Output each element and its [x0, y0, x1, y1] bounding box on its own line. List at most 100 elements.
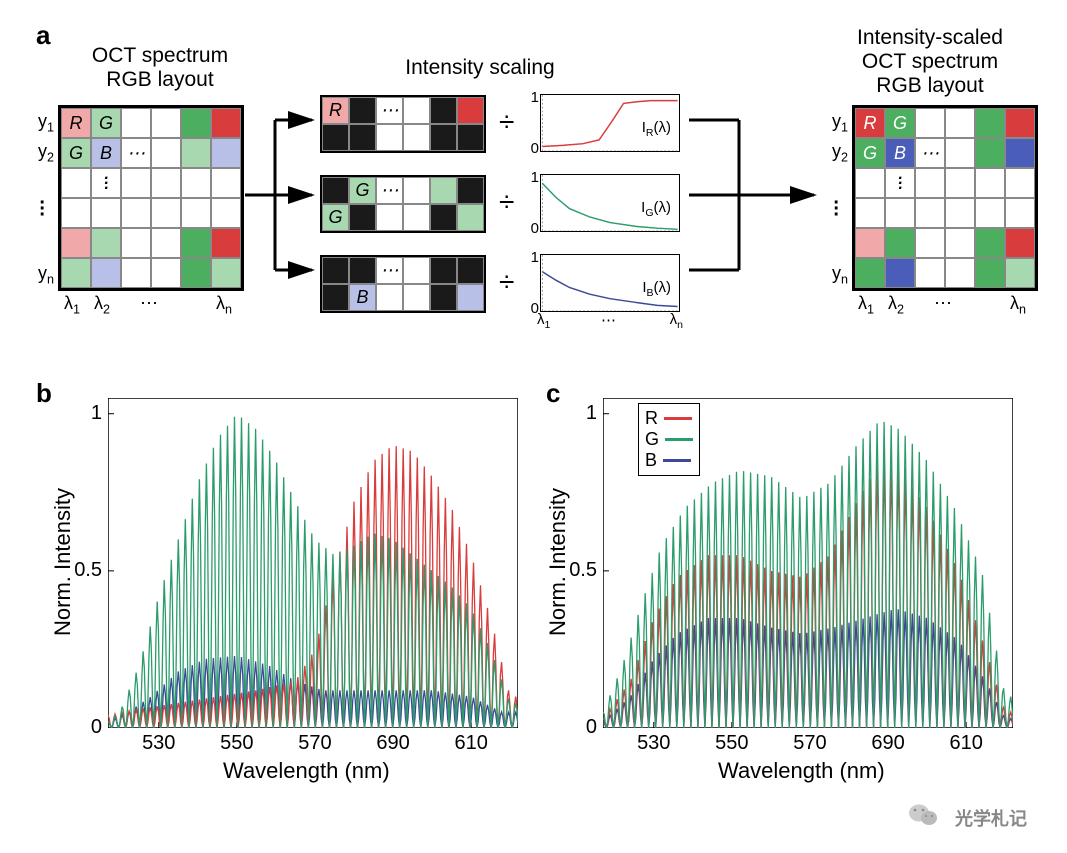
- xtick: 610: [944, 732, 988, 755]
- xtick: 550: [215, 732, 259, 755]
- grid-cell: ⋯: [376, 177, 403, 204]
- grid-cell: ⋯: [915, 138, 945, 168]
- grid-cell: [91, 228, 121, 258]
- grid-cell: [885, 258, 915, 288]
- grid-cell: [322, 124, 349, 151]
- grid-cell: [945, 228, 975, 258]
- xtick: 530: [632, 732, 676, 755]
- grid-cell: [121, 108, 151, 138]
- panel-a-label: a: [36, 20, 50, 51]
- divide-g: ÷: [499, 186, 514, 218]
- ytick: 1: [559, 402, 597, 425]
- grid-cell: [945, 138, 975, 168]
- grid-cell: [211, 108, 241, 138]
- grid-cell: [121, 168, 151, 198]
- grid-cell: [430, 284, 457, 311]
- grid-cell: [975, 108, 1005, 138]
- l1-label-r: λ1: [858, 293, 874, 317]
- legend-row: G: [645, 429, 693, 450]
- grid-cell: [945, 108, 975, 138]
- grid-cell: [975, 258, 1005, 288]
- grid-cell: [430, 124, 457, 151]
- grid-cell: [181, 168, 211, 198]
- arrow-split: [240, 90, 320, 310]
- mini-ytick-0g: 0: [531, 220, 539, 237]
- xtick: 690: [866, 732, 910, 755]
- watermark-text: 光学札记: [955, 805, 1027, 831]
- grid-cell: [121, 258, 151, 288]
- grid-cell: [1005, 168, 1035, 198]
- legend-row: B: [645, 450, 693, 471]
- l-hdots: ⋯: [140, 293, 158, 314]
- grid-cell: [61, 198, 91, 228]
- grid-cell: [376, 124, 403, 151]
- ig-label: IG(λ): [641, 199, 671, 219]
- grid-cell: [457, 177, 484, 204]
- grid-cell: [211, 258, 241, 288]
- grid-cell: ⋯: [121, 138, 151, 168]
- left-rgb-grid: RGGB⋯··· y1 y2 ··· yn λ1 λ2 ⋯ λn: [58, 105, 244, 291]
- grid-cell: [915, 108, 945, 138]
- grid-cell: [975, 168, 1005, 198]
- grid-cell: [349, 97, 376, 124]
- grid-cell: G: [61, 138, 91, 168]
- grid-cell: [403, 177, 430, 204]
- arrow-merge: [684, 90, 824, 310]
- grid-cell: [403, 97, 430, 124]
- grid-cell: [457, 97, 484, 124]
- grid-cell: [457, 257, 484, 284]
- mini-ytick-1b: 1: [531, 249, 539, 266]
- right-rgb-grid: RGGB⋯··· y1 y2 ··· yn λ1 λ2 ⋯ λn: [852, 105, 1038, 291]
- legend: RGB: [638, 403, 700, 476]
- divide-b: ÷: [499, 266, 514, 298]
- ln-label: λn: [216, 293, 232, 317]
- grid-cell: ···: [91, 168, 121, 198]
- grid-cell: [151, 138, 181, 168]
- grid-cell: [151, 258, 181, 288]
- ir-label: IR(λ): [642, 119, 671, 139]
- grid-cell: [61, 258, 91, 288]
- ytick: 0: [559, 716, 597, 739]
- grid-cell: ⋯: [376, 97, 403, 124]
- grid-cell: [61, 168, 91, 198]
- ylabel: Norm. Intensity: [545, 477, 571, 647]
- grid-cell: [376, 284, 403, 311]
- grid-cell: [322, 177, 349, 204]
- grid-cell: [121, 198, 151, 228]
- grid-cell: [181, 108, 211, 138]
- grid-cell: [91, 258, 121, 288]
- grid-cell: B: [91, 138, 121, 168]
- grid-cell: [945, 198, 975, 228]
- xlabel: Wavelength (nm): [223, 758, 390, 784]
- grid-cell: [403, 204, 430, 231]
- title-right: Intensity-scaled OCT spectrum RGB layout: [820, 26, 1040, 98]
- grid-cell: [945, 168, 975, 198]
- channel-grid-r: R⋯: [320, 95, 486, 153]
- grid-cell: [1005, 258, 1035, 288]
- intensity-curve-r: 1 0 IR(λ): [540, 94, 680, 152]
- grid-cell: [151, 108, 181, 138]
- grid-cell: [181, 228, 211, 258]
- grid-cell: [915, 258, 945, 288]
- grid-cell: B: [349, 284, 376, 311]
- grid-cell: [403, 257, 430, 284]
- xlabel: Wavelength (nm): [718, 758, 885, 784]
- grid-cell: [457, 204, 484, 231]
- xtick: 570: [788, 732, 832, 755]
- grid-cell: [430, 204, 457, 231]
- grid-cell: [915, 228, 945, 258]
- grid-cell: [322, 284, 349, 311]
- intensity-curve-b: 1 0 λ1 ⋯ λn IB(λ): [540, 254, 680, 312]
- grid-cell: ···: [885, 168, 915, 198]
- spectrum-chart-b: 00.51530550570690610Norm. IntensityWavel…: [108, 398, 518, 728]
- yn-label-r: yn: [832, 263, 848, 287]
- l1-label: λ1: [64, 293, 80, 317]
- intensity-curve-g: 1 0 IG(λ): [540, 174, 680, 232]
- mini-xtick-ln: λn: [670, 311, 683, 331]
- grid-cell: [975, 198, 1005, 228]
- grid-cell: [211, 228, 241, 258]
- grid-cell: [61, 228, 91, 258]
- xtick: 610: [449, 732, 493, 755]
- grid-cell: [915, 198, 945, 228]
- grid-cell: B: [885, 138, 915, 168]
